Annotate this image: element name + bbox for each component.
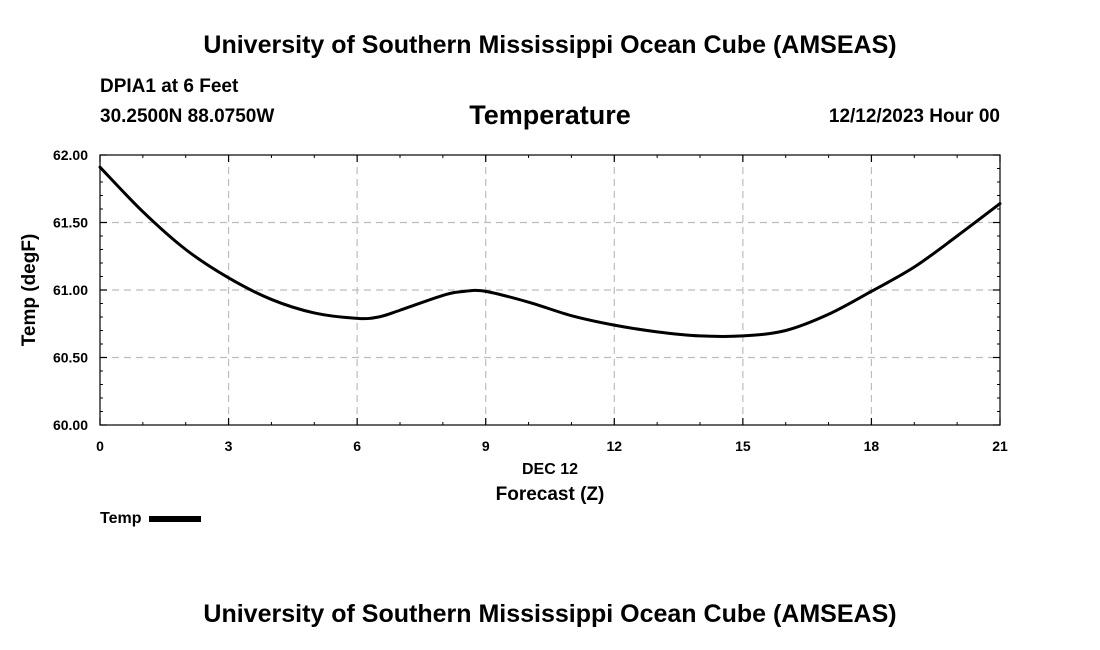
legend-label-temp: Temp — [100, 510, 142, 527]
legend: Temp — [100, 510, 202, 528]
header-title-bottom: University of Southern Mississippi Ocean… — [203, 600, 897, 628]
x-tick-label: 3 — [225, 438, 233, 454]
x-tick-label: 12 — [606, 438, 622, 454]
station-coordinates: 30.2500N 88.0750W — [100, 106, 275, 127]
y-tick-label: 60.50 — [53, 350, 88, 366]
forecast-date: 12/12/2023 Hour 00 — [828, 106, 1000, 127]
chart-title: Temperature — [469, 100, 631, 130]
x-axis-label: Forecast (Z) — [496, 484, 605, 505]
x-tick-label: 21 — [992, 438, 1008, 454]
x-tick-label: 6 — [353, 438, 361, 454]
y-tick-label: 60.00 — [53, 417, 88, 433]
y-tick-label: 62.00 — [53, 147, 88, 163]
legend-swatch-temp — [149, 516, 202, 522]
y-tick-label: 61.50 — [53, 215, 88, 231]
x-tick-label: 0 — [96, 438, 104, 454]
x-tick-label: 18 — [864, 438, 880, 454]
temperature-chart: 0 3 6 9 12 15 18 21 60.00 60.50 61.00 61.50 62.00 DE… — [19, 147, 1008, 505]
grid-lines — [100, 155, 1000, 425]
x-tick-label: 9 — [482, 438, 490, 454]
series-layer — [98, 165, 1002, 338]
y-axis-label: Temp (degF) — [19, 234, 40, 347]
series-line-temp — [98, 165, 1002, 338]
axis-ticks — [99, 154, 1001, 426]
y-tick-label: 61.00 — [53, 282, 88, 298]
header-title-top: University of Southern Mississippi Ocean… — [203, 31, 897, 59]
x-axis-date-label: DEC 12 — [522, 461, 578, 478]
axis-tick-labels: 0 3 6 9 12 15 18 21 60.00 60.50 61.00 61.50 62.00 — [53, 147, 1008, 454]
x-tick-label: 15 — [735, 438, 751, 454]
station-label: DPIA1 at 6 Feet — [100, 76, 239, 97]
